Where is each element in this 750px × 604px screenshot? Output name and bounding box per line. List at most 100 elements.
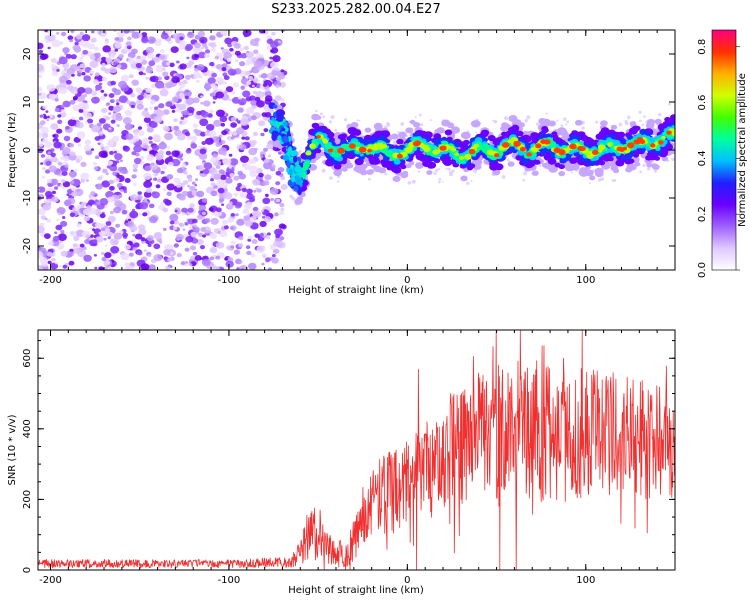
onset-blob — [295, 175, 300, 182]
noise-blob — [175, 233, 184, 241]
noise-blob — [57, 161, 63, 166]
noise-blob — [50, 178, 59, 186]
noise-blob — [91, 30, 95, 34]
ridge-blob — [415, 153, 426, 161]
noise-blob — [267, 267, 272, 270]
noise-blob — [209, 168, 218, 176]
noise-blob — [262, 255, 266, 258]
halo-speck — [475, 131, 478, 134]
noise-blob — [94, 136, 101, 141]
noise-blob — [228, 98, 232, 102]
noise-blob — [50, 156, 58, 163]
noise-blob — [190, 143, 197, 149]
halo-speck — [600, 177, 605, 181]
noise-blob — [137, 126, 143, 130]
noise-blob — [171, 76, 180, 84]
noise-blob — [116, 102, 120, 106]
noise-blob — [253, 78, 259, 84]
noise-blob — [165, 82, 173, 89]
ridge-blob — [384, 139, 391, 144]
noise-blob — [204, 53, 211, 59]
colorbar-tick-label: 0.4 — [697, 150, 708, 166]
noise-blob — [81, 40, 90, 48]
ridge-blob — [425, 158, 432, 163]
ridge-blob — [540, 148, 547, 153]
ridge-blob — [333, 169, 342, 177]
noise-blob — [215, 241, 225, 249]
ridge-blob — [460, 175, 468, 182]
noise-blob — [113, 150, 117, 154]
noise-blob — [219, 115, 228, 123]
halo-speck — [566, 120, 570, 123]
noise-blob — [109, 129, 113, 133]
noise-blob — [213, 173, 222, 180]
noise-blob — [103, 93, 108, 97]
ridge-blob — [627, 142, 635, 149]
ridge-blob — [309, 143, 316, 149]
noise-blob — [152, 144, 160, 151]
ridge-blob — [392, 175, 401, 182]
colorbar-label: Normalized spectral amplitude — [737, 73, 748, 227]
halo-speck — [406, 135, 409, 137]
noise-blob — [68, 170, 77, 178]
noise-blob — [44, 30, 48, 33]
noise-blob — [148, 136, 153, 141]
noise-blob — [100, 32, 106, 38]
noise-blob — [240, 118, 249, 126]
noise-blob — [59, 265, 63, 268]
noise-blob — [49, 262, 59, 270]
noise-blob — [168, 161, 174, 167]
noise-blob — [54, 231, 58, 234]
halo-speck — [501, 175, 506, 179]
ridge-blob — [468, 163, 476, 169]
halo-speck — [400, 122, 405, 126]
noise-blob — [147, 254, 152, 258]
noise-blob — [176, 60, 180, 64]
noise-blob — [38, 148, 44, 154]
ridge-blob — [371, 158, 381, 165]
halo-speck — [329, 176, 333, 180]
noise-blob — [237, 107, 244, 113]
noise-blob — [38, 42, 44, 50]
ridge-blob — [494, 163, 504, 171]
halo-speck — [356, 119, 359, 122]
ridge-blob — [548, 120, 556, 127]
noise-blob — [73, 235, 80, 241]
noise-blob — [74, 41, 79, 46]
ridge-blob — [522, 135, 532, 143]
noise-blob — [150, 75, 159, 83]
noise-blob — [221, 130, 228, 136]
noise-blob — [38, 49, 44, 54]
noise-blob — [52, 134, 56, 138]
ridge-blob — [521, 158, 530, 165]
noise-blob — [264, 158, 270, 164]
noise-blob — [146, 88, 152, 94]
ridge-blob — [432, 149, 440, 155]
halo-speck — [581, 126, 585, 130]
noise-blob — [254, 96, 261, 102]
noise-blob — [40, 120, 46, 125]
ridge-blob — [425, 151, 432, 156]
noise-blob — [53, 235, 60, 242]
ridge-blob — [332, 152, 338, 158]
noise-blob — [72, 243, 78, 248]
ridge-blob — [578, 169, 588, 177]
y-tick-label: 600 — [22, 349, 33, 368]
noise-blob — [47, 46, 51, 50]
ridge-blob — [364, 127, 372, 133]
noise-blob — [38, 208, 46, 216]
noise-blob — [104, 145, 110, 151]
noise-blob — [101, 252, 105, 255]
noise-blob — [41, 132, 49, 139]
noise-blob — [158, 176, 163, 180]
noise-blob — [173, 118, 178, 123]
noise-blob — [94, 155, 100, 159]
x-tick-label: -200 — [39, 575, 62, 586]
noise-blob — [108, 112, 112, 115]
noise-blob — [135, 62, 142, 69]
snr-panel: -200 -100 0 100 0 200 400 600 Height of straig… — [7, 329, 676, 596]
noise-blob — [248, 75, 254, 80]
noise-blob — [237, 182, 242, 187]
noise-blob — [189, 185, 196, 192]
noise-blob — [209, 256, 215, 261]
